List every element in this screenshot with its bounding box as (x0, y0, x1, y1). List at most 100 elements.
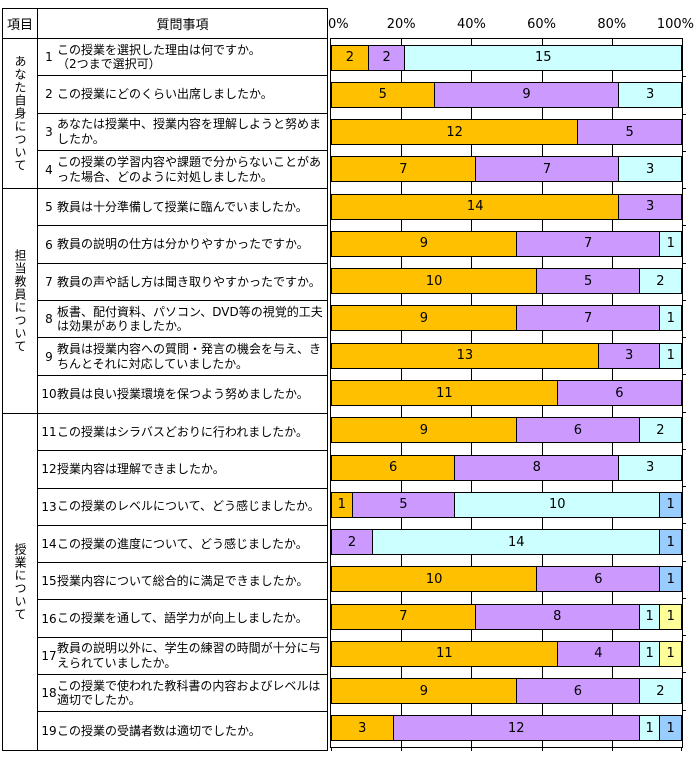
right-category-tick (682, 486, 686, 488)
chart-row-q19: 3 12 1 1 (331, 710, 682, 747)
bar-segment-purple: 4 (557, 641, 640, 666)
bar-segment-orange: 2 (332, 45, 369, 70)
stacked-bar-q18: 9 6 2 (331, 678, 682, 705)
right-category-tick (682, 150, 686, 152)
question-number: 10 (41, 387, 57, 402)
question-row: 7 教員の声や話し方は聞き取りやすかったですか。 (38, 264, 327, 302)
question-number: 11 (41, 425, 57, 440)
segment-value-label: 7 (583, 310, 593, 326)
segment-value-label: 4 (594, 646, 603, 662)
segment-value-label: 9 (419, 310, 429, 326)
bar-segment-blue: 1 (660, 530, 681, 555)
stacked-bar-q1: 2 2 15 (331, 44, 682, 71)
chart-row-q10: 11 6 (331, 374, 682, 411)
bottom-tick (471, 747, 473, 751)
axis-tick-label: 100% (656, 17, 694, 32)
question-number: 7 (45, 274, 53, 289)
segment-value-label: 2 (656, 683, 665, 699)
bar-segment-yellow: 1 (660, 604, 681, 629)
question-row: 10 教員は良い授業環境を保つよう努めましたか。 (38, 376, 327, 413)
chart-row-q7: 10 5 2 (331, 263, 682, 300)
bar-segment-cyan: 15 (405, 45, 681, 70)
bar-segment-cyan: 1 (639, 641, 661, 666)
segment-value-label: 2 (345, 50, 354, 66)
question-number: 18 (41, 686, 57, 701)
question-text: この授業を選択した理由は何ですか。 （2つまで選択可） (57, 42, 261, 72)
stacked-bar-q5: 14 3 (331, 193, 682, 220)
bar-segment-cyan: 2 (639, 269, 681, 294)
bar-segment-blue: 1 (660, 716, 681, 741)
question-number: 17 (41, 648, 57, 663)
right-category-tick (682, 411, 686, 413)
bar-segment-purple: 9 (434, 82, 620, 107)
question-text: 教員の説明以外に、学生の練習の時間が十分に与えられていましたか。 (57, 641, 321, 670)
right-category-tick (682, 337, 686, 339)
segment-value-label: 5 (378, 87, 387, 103)
bar-segment-cyan: 2 (639, 418, 681, 443)
category-label: あなた自身について (13, 55, 27, 173)
question-row: 2 この授業にどのくらい出席しましたか。 (38, 76, 327, 114)
bar-segment-blue: 1 (660, 567, 681, 592)
bar-segment-orange: 11 (332, 381, 558, 406)
question-group-3: 授業について 11 この授業はシラバスどおりに行われましたか。 12 授業内容は理解でき… (3, 413, 327, 750)
bar-segment-orange: 5 (332, 82, 435, 107)
stacked-bar-q7: 10 5 2 (331, 268, 682, 295)
chart-row-q18: 9 6 2 (331, 673, 682, 710)
segment-value-label: 1 (645, 609, 654, 625)
right-category-tick (682, 374, 686, 376)
bar-segment-orange: 6 (332, 455, 456, 480)
segment-value-label: 11 (436, 646, 453, 662)
chart-row-q13: 1 5 10 1 (331, 486, 682, 523)
chart-row-q17: 11 4 1 1 (331, 635, 682, 672)
right-category-tick (682, 672, 686, 674)
segment-value-label: 1 (645, 720, 654, 736)
segment-value-label: 1 (666, 571, 675, 587)
question-row: 5 教員は十分準備して授業に臨んでいましたか。 (38, 189, 327, 227)
question-column: 11 この授業はシラバスどおりに行われましたか。 12 授業内容は理解できましたか。 1… (38, 414, 327, 750)
segment-value-label: 7 (542, 161, 552, 177)
segment-value-label: 1 (666, 236, 675, 252)
segment-value-label: 1 (666, 497, 675, 513)
question-row: 1 この授業を選択した理由は何ですか。 （2つまで選択可） (38, 39, 327, 77)
stacked-bar-q11: 9 6 2 (331, 417, 682, 444)
bar-segment-orange: 9 (332, 418, 517, 443)
segment-value-label: 9 (419, 683, 429, 699)
stacked-bar-q10: 11 6 (331, 380, 682, 407)
question-row: 15 授業内容について総合的に満足できましたか。 (38, 563, 327, 601)
segment-value-label: 6 (573, 683, 582, 699)
axis-tick-label: 80% (597, 17, 627, 32)
question-row: 19 この授業の受講者数は適切でしたか。 (38, 712, 327, 749)
bar-segment-yellow: 1 (660, 641, 681, 666)
question-text: この授業にどのくらい出席しましたか。 (57, 87, 273, 102)
segment-value-label: 9 (419, 422, 429, 438)
question-text: 板書、配付資料、パソコン、DVD等の視覚的工夫は効果がありましたか。 (57, 304, 323, 334)
question-text: この授業のレベルについて、どう感じましたか。 (57, 499, 320, 514)
question-text: 授業内容は理解できましたか。 (57, 462, 225, 477)
bar-segment-cyan: 3 (619, 455, 681, 480)
segment-value-label: 15 (534, 50, 552, 66)
stacked-bar-q9: 13 3 1 (331, 342, 682, 369)
chart-row-q14: 2 14 1 (331, 523, 682, 560)
question-text: 教員の声や話し方は聞き取りやすかったですか。 (57, 274, 321, 289)
stacked-bar-q17: 11 4 1 1 (331, 640, 682, 667)
right-category-tick (682, 709, 686, 711)
question-row: 13 この授業のレベルについて、どう感じましたか。 (38, 489, 327, 526)
segment-value-label: 11 (436, 385, 453, 401)
category-label: 担当教員について (13, 249, 27, 354)
right-category-tick (682, 448, 686, 450)
segment-value-label: 10 (549, 497, 566, 513)
segment-value-label: 1 (666, 310, 675, 326)
chart-row-q1: 2 2 15 (331, 39, 682, 76)
stacked-bar-q3: 12 5 (331, 119, 682, 146)
segment-value-label: 8 (553, 609, 562, 625)
segment-value-label: 6 (594, 571, 603, 587)
segment-value-label: 2 (656, 273, 665, 289)
segment-value-label: 1 (666, 609, 675, 625)
bar-segment-cyan: 3 (619, 157, 681, 182)
question-group-2: 担当教員について 5 教員は十分準備して授業に臨んでいましたか。 6 教員の説明の仕方は… (3, 189, 327, 414)
segment-value-label: 7 (583, 236, 593, 252)
segment-value-label: 10 (425, 571, 443, 587)
bar-segment-purple: 5 (352, 492, 456, 517)
plot-area: 2 2 15 5 9 3 12 5 7 7 3 14 3 9 7 1 10 5 2 9 7 1 13 3 1 11 6 9 6 2 6 8 3 1… (330, 38, 686, 751)
segment-value-label: 5 (583, 273, 593, 289)
